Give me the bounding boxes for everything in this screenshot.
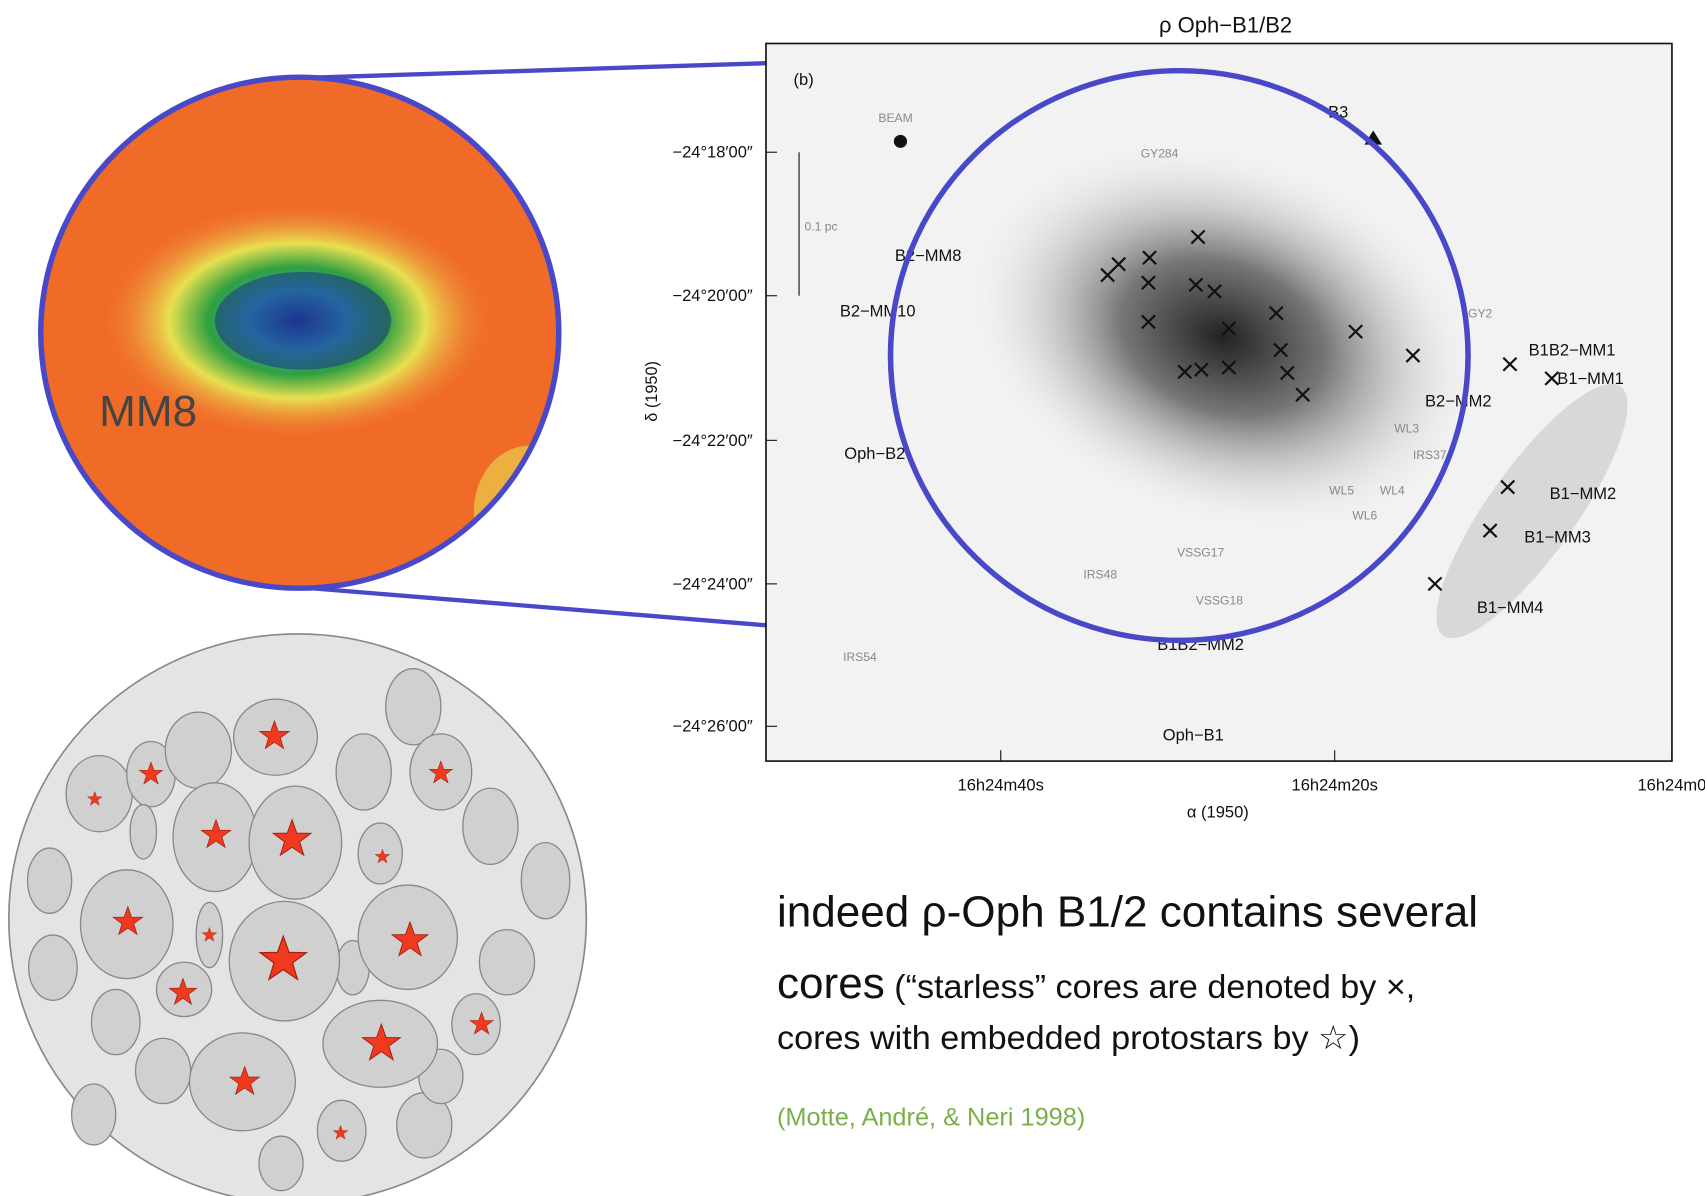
plot-label: VSSG18	[1196, 594, 1243, 608]
shape	[91, 989, 139, 1054]
shape	[165, 712, 231, 788]
y-label: δ (1950)	[643, 361, 661, 422]
plot-label: GY284	[1141, 147, 1179, 161]
y-tick-label: −24°22′00″	[672, 432, 753, 450]
plot-label: Oph−B1	[1163, 727, 1224, 745]
y-tick-label: −24°20′00″	[672, 287, 753, 305]
statement-line3: cores with embedded protostars by ☆)	[777, 1019, 1360, 1057]
shape	[136, 1038, 191, 1103]
plot-label: B1−MM2	[1550, 485, 1617, 503]
statement-line2: cores (“starless” cores are denoted by ×…	[777, 959, 1415, 1008]
slide: MM8 ρ Oph−B1/B2 δ (1950) α (1950) −24°18…	[0, 0, 1705, 1196]
plot-label: B1−MM4	[1477, 599, 1544, 617]
y-tick-label: −24°24′00″	[672, 575, 753, 593]
y-tick-label: −24°26′00″	[672, 718, 753, 736]
x-tick-label: 16h24m20s	[1292, 777, 1378, 795]
shape	[66, 756, 132, 832]
plot-label: Oph−B2	[844, 445, 905, 463]
shape	[28, 848, 72, 913]
shape	[72, 1084, 116, 1145]
citation: (Motte, André, & Neri 1998)	[777, 1103, 1085, 1131]
plot-label: BEAM	[878, 111, 912, 125]
plot-label: WL6	[1352, 509, 1377, 523]
plot-label: B1−MM3	[1524, 529, 1591, 547]
statement-line1: indeed ρ-Oph B1/2 contains several	[777, 888, 1478, 937]
y-tick-label: −24°18′00″	[672, 144, 753, 162]
shape	[521, 843, 569, 919]
plot-label: GY2	[1468, 307, 1493, 321]
shape	[259, 1136, 303, 1190]
core-diagram	[9, 634, 587, 1196]
shape	[479, 930, 534, 995]
shape	[358, 823, 402, 884]
x-label: α (1950)	[1187, 804, 1249, 822]
x-tick-label: 16h24m40s	[958, 777, 1044, 795]
shape	[894, 135, 907, 148]
shape	[386, 669, 441, 745]
plot-label: B2−MM2	[1425, 393, 1492, 411]
plot-label: WL3	[1394, 422, 1419, 436]
shape	[29, 935, 77, 1000]
plot-label: B2−MM10	[840, 302, 916, 320]
shape	[215, 272, 391, 370]
shape	[336, 734, 391, 810]
shape	[130, 805, 156, 859]
plot-label: B1B2−MM1	[1529, 342, 1616, 360]
plot-label: (b)	[794, 71, 814, 89]
statement-note: (“starless” cores are denoted by ×,	[885, 968, 1416, 1006]
plot-label: IRS48	[1083, 568, 1117, 582]
statement-word: cores	[777, 959, 885, 1008]
plot-label: 0.1 pc	[805, 220, 838, 234]
x-tick-label: 16h24m0	[1637, 777, 1705, 795]
plot-label: IRS37	[1413, 448, 1447, 462]
inset-heatmap	[33, 65, 584, 598]
shape	[463, 788, 518, 864]
shape	[474, 446, 584, 576]
plot-label: B1−MM1	[1557, 370, 1624, 388]
plot-title: ρ Oph−B1/B2	[1159, 13, 1292, 38]
plot-label: VSSG17	[1177, 546, 1224, 560]
plot-label: WL4	[1380, 484, 1405, 498]
plot-label: WL5	[1329, 484, 1354, 498]
page: {"inset":{"label":"MM8"}, "plot":{"title…	[0, 0, 1705, 1196]
inset-label: MM8	[99, 387, 197, 436]
plot-label: IRS54	[843, 650, 877, 664]
